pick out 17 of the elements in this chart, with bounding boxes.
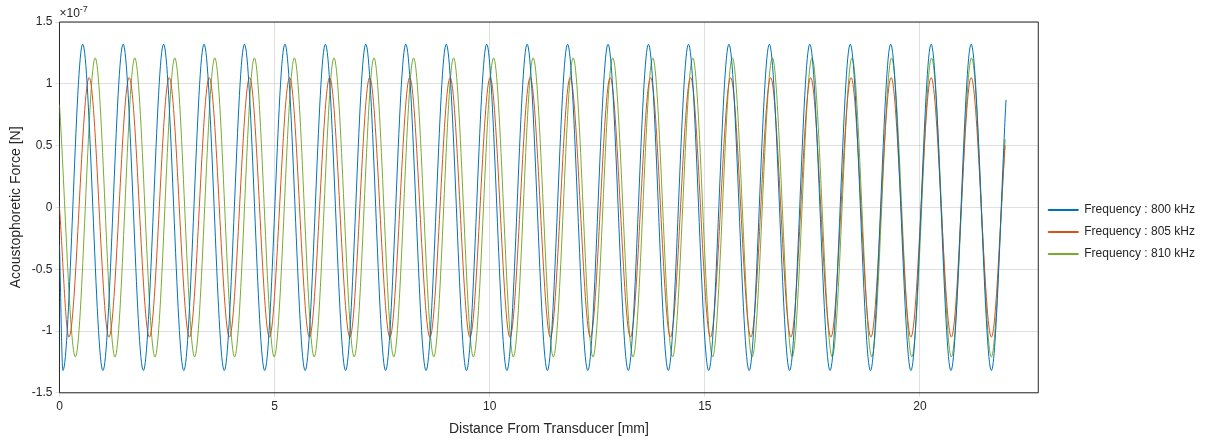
y-tick-label: -1 [41,323,53,338]
y-tick-label: 0 [45,199,53,214]
x-tick-label: 15 [698,399,712,414]
y-tick-label: 0.5 [35,137,53,152]
y-tick-label: -1.5 [31,385,53,400]
y-tick-label: 1.5 [35,14,53,29]
x-tick-label: 20 [913,399,927,414]
legend-label: Frequency : 800 kHz [1084,202,1195,217]
x-axis-title: Distance From Transducer [mm] [448,420,649,437]
y-axis-title: Acoustophoretic Force [N] [7,126,24,289]
x-tick-label: 0 [56,399,64,414]
legend-label: Frequency : 805 kHz [1084,224,1195,239]
y-tick-label: 1 [45,76,53,91]
legend-label: Frequency : 810 kHz [1084,246,1195,261]
x-tick-label: 10 [483,399,497,414]
y-tick-label: -0.5 [31,261,53,276]
x-tick-label: 5 [271,399,279,414]
